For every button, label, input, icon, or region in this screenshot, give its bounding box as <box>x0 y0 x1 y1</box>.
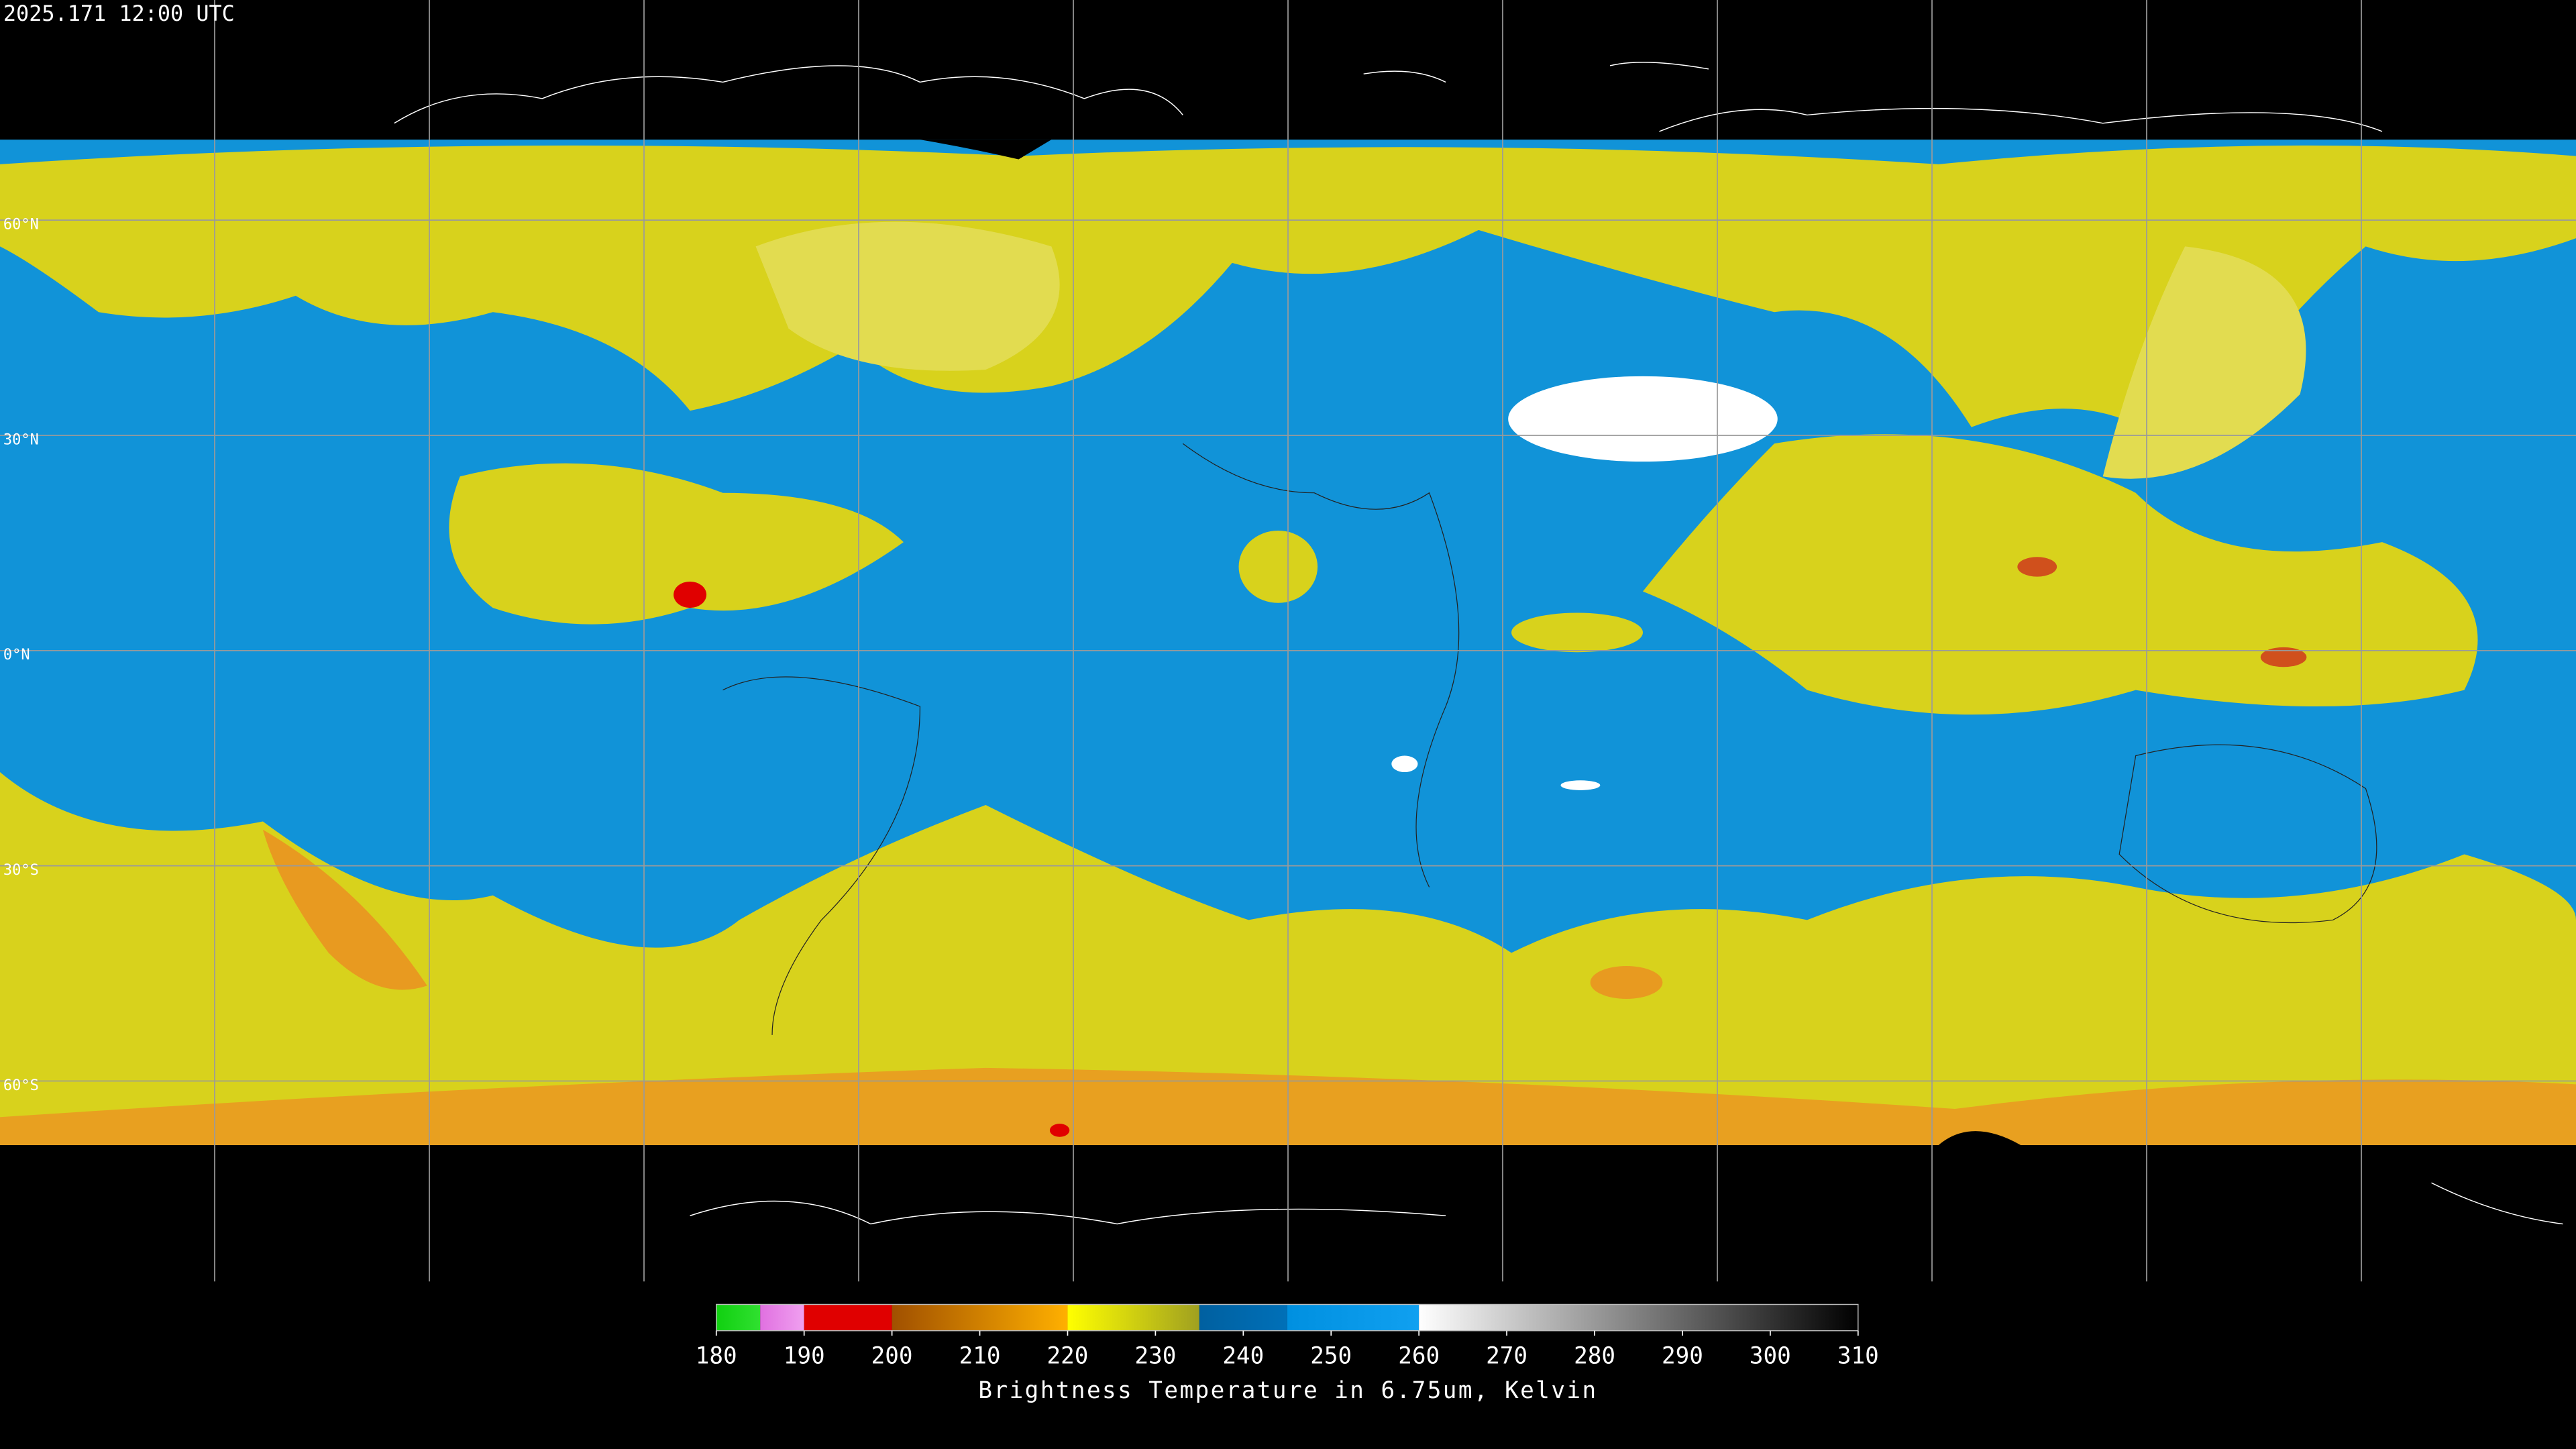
colorbar-tick-label: 310 <box>1837 1342 1879 1369</box>
colorbar-title: Brightness Temperature in 6.75um, Kelvin <box>978 1377 1597 1404</box>
convection <box>449 463 904 625</box>
latitude-label: 30°N <box>3 431 39 448</box>
dry-air-white <box>1560 780 1601 790</box>
colorbar-tick-label: 210 <box>959 1342 1001 1369</box>
colorbar-tick-label: 230 <box>1134 1342 1176 1369</box>
colorbar-tick-label: 300 <box>1750 1342 1791 1369</box>
dry-air <box>755 221 1060 371</box>
timestamp: 2025.171 12:00 UTC <box>3 1 235 26</box>
cold-cloud-top <box>2260 647 2307 667</box>
data-gap <box>920 140 1052 160</box>
colorbar-segment <box>1199 1304 1287 1331</box>
colorbar-segment <box>892 1304 1068 1331</box>
graticule: 60°N 30°N 0°N 30°S 60°S <box>0 0 2576 1282</box>
colorbar-frame <box>716 1303 1859 1332</box>
latitude-label: 60°N <box>3 217 39 233</box>
coastline <box>394 65 1183 124</box>
dry-air-white <box>1391 755 1418 773</box>
colorbar: 180 190 200 210 220 230 240 250 260 270 280 290 300 3… <box>696 1303 1879 1369</box>
colorbar-segment <box>1287 1304 1419 1331</box>
colorbar-tick-label: 270 <box>1486 1342 1527 1369</box>
colorbar-tick-label: 260 <box>1398 1342 1440 1369</box>
coastline <box>722 443 2377 1035</box>
latitude-label: 60°S <box>3 1077 39 1094</box>
coastlines <box>394 62 2563 1225</box>
convection <box>1511 612 1643 653</box>
colorbar-tick-label: 290 <box>1662 1342 1703 1369</box>
cold-cloud-top <box>2017 557 2057 577</box>
coastline <box>1363 62 2383 132</box>
colorbar-tick-label: 220 <box>1047 1342 1089 1369</box>
colorbar-tick-label: 240 <box>1222 1342 1264 1369</box>
cold-cloud-top <box>1049 1124 1070 1137</box>
colorbar-segment <box>1067 1304 1199 1331</box>
data-gap <box>1938 1131 2021 1145</box>
dry-air-white <box>1508 376 1778 462</box>
colorbar-tick-label: 280 <box>1574 1342 1615 1369</box>
colorbar-segment <box>760 1304 804 1331</box>
cold-cloud-top <box>674 581 707 608</box>
colorbar-tick-label: 200 <box>871 1342 913 1369</box>
coastline <box>690 1182 2563 1225</box>
dry-air-core <box>262 829 427 990</box>
dry-air <box>2102 246 2306 479</box>
colorbar-tick-label: 180 <box>696 1342 737 1369</box>
latitude-label: 30°S <box>3 862 39 879</box>
colorbar-tick-label: 250 <box>1310 1342 1352 1369</box>
colorbar-tick-label: 190 <box>784 1342 825 1369</box>
colorbar-segment <box>716 1304 761 1331</box>
latitude-label: 0°N <box>3 647 30 663</box>
dry-air-core <box>1590 966 1663 999</box>
colorbar-segment <box>1419 1304 1858 1331</box>
colorbar-segment <box>804 1304 892 1331</box>
convection <box>1238 531 1318 603</box>
convection <box>1642 434 2478 715</box>
